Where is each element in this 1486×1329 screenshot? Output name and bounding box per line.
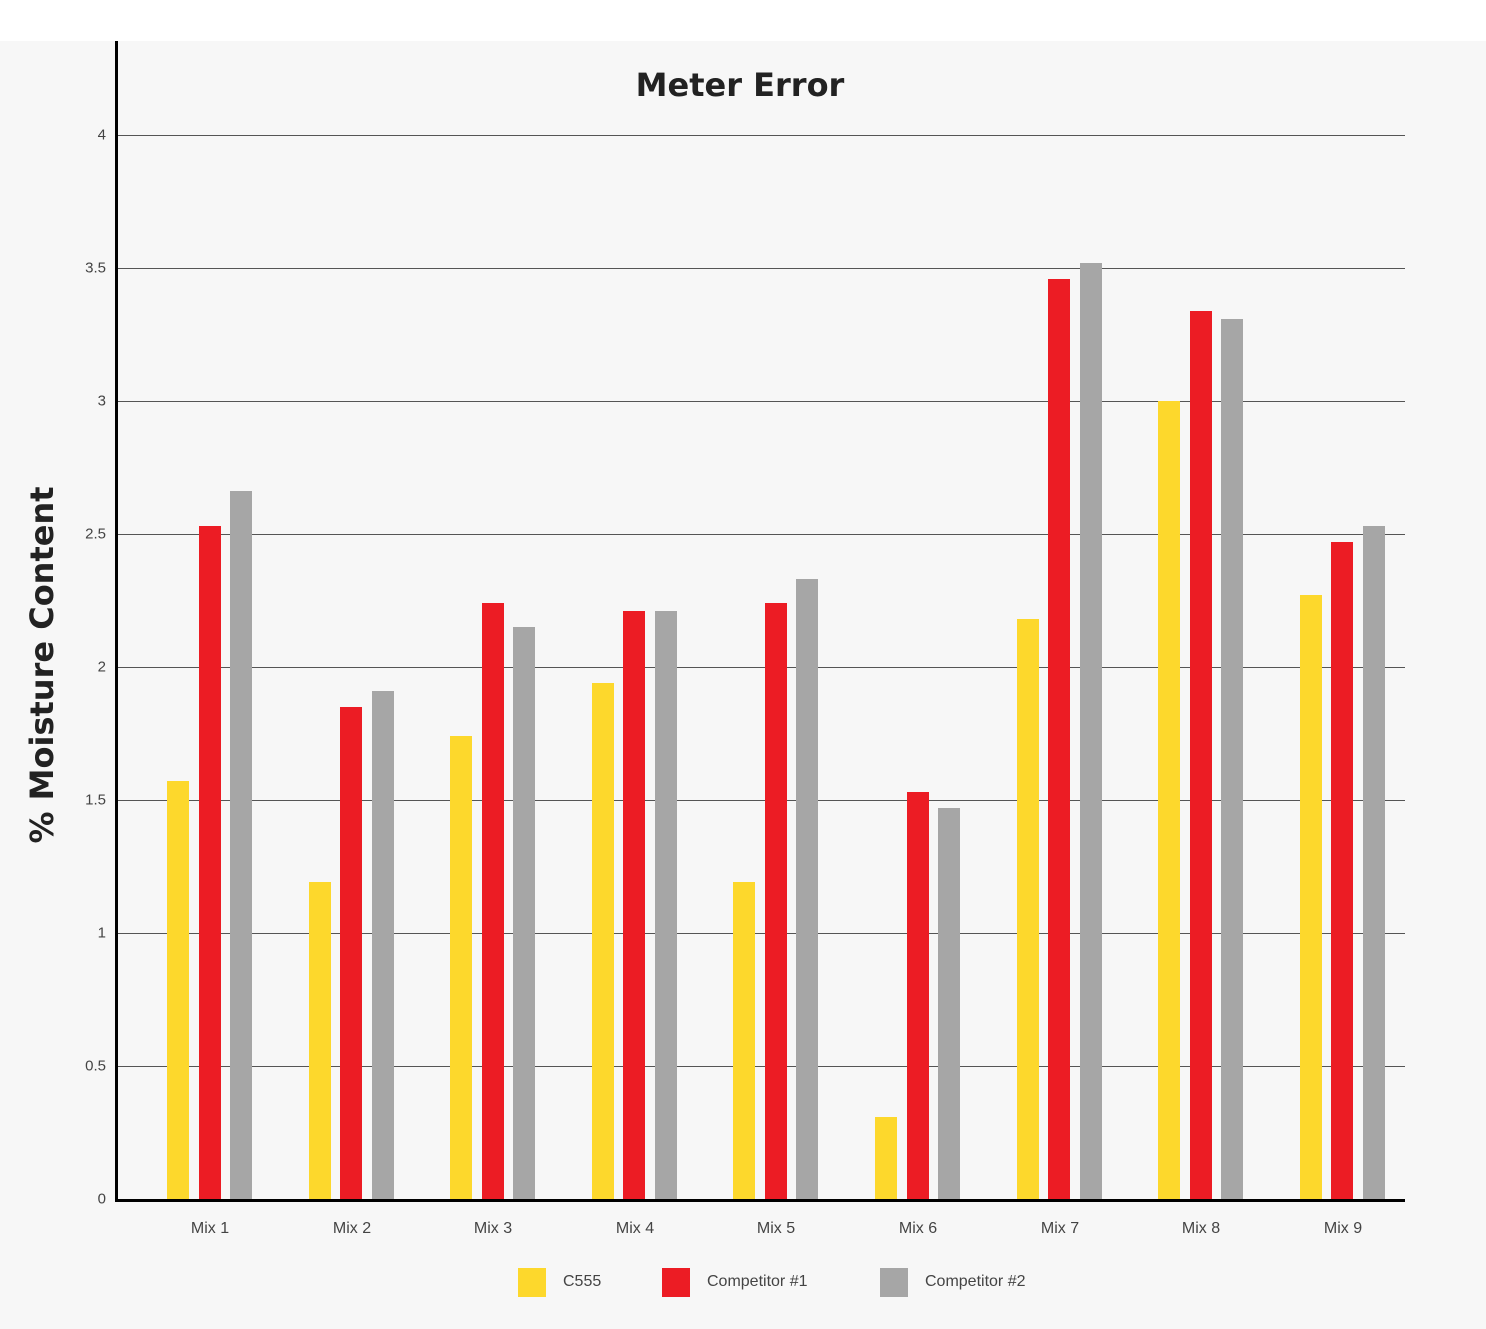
bar-competitor-1-mix-7 <box>1048 279 1070 1199</box>
y-tick-label: 3.5 <box>85 259 106 277</box>
y-tick-label: 2.5 <box>85 525 106 543</box>
bar-competitor-2-mix-6 <box>938 808 960 1199</box>
y-tick-label: 0 <box>97 1190 106 1208</box>
bar-c555-mix-5 <box>733 882 755 1199</box>
gridline <box>118 534 1405 535</box>
y-tick-label: 1 <box>97 924 106 942</box>
bar-competitor-1-mix-9 <box>1331 542 1353 1199</box>
bar-c555-mix-2 <box>309 882 331 1199</box>
gridline <box>118 667 1405 668</box>
bar-competitor-1-mix-8 <box>1190 311 1212 1199</box>
bar-competitor-1-mix-1 <box>199 526 221 1199</box>
x-axis-line <box>115 1199 1405 1202</box>
bar-competitor-2-mix-7 <box>1080 263 1102 1199</box>
legend-label: Competitor #1 <box>707 1273 808 1290</box>
chart-title: Meter Error <box>0 66 1486 104</box>
gridline <box>118 1066 1405 1067</box>
y-axis-line <box>115 41 118 1202</box>
x-tick-label: Mix 9 <box>1323 1220 1363 1237</box>
bar-competitor-2-mix-8 <box>1221 319 1243 1199</box>
x-tick-label: Mix 5 <box>756 1220 796 1237</box>
legend-swatch <box>880 1268 908 1297</box>
bar-competitor-1-mix-5 <box>765 603 787 1199</box>
bar-c555-mix-7 <box>1017 619 1039 1199</box>
bar-competitor-1-mix-2 <box>340 707 362 1199</box>
bar-competitor-1-mix-4 <box>623 611 645 1199</box>
y-tick-label: 2 <box>97 658 106 676</box>
legend-swatch <box>518 1268 546 1297</box>
legend-label: Competitor #2 <box>925 1273 1026 1290</box>
bar-c555-mix-3 <box>450 736 472 1199</box>
y-tick-label: 4 <box>97 126 106 144</box>
gridline <box>118 135 1405 136</box>
bar-c555-mix-8 <box>1158 401 1180 1199</box>
bar-competitor-1-mix-3 <box>482 603 504 1199</box>
chart-title-text: Meter Error <box>635 66 845 104</box>
bar-competitor-2-mix-1 <box>230 491 252 1199</box>
bar-competitor-1-mix-6 <box>907 792 929 1199</box>
gridline <box>118 933 1405 934</box>
y-tick-label: 3 <box>97 392 106 410</box>
bar-competitor-2-mix-9 <box>1363 526 1385 1199</box>
x-tick-label: Mix 4 <box>615 1220 655 1237</box>
x-tick-label: Mix 3 <box>473 1220 513 1237</box>
x-tick-label: Mix 2 <box>332 1220 372 1237</box>
x-tick-label: Mix 8 <box>1181 1220 1221 1237</box>
bar-c555-mix-6 <box>875 1117 897 1199</box>
bar-competitor-2-mix-2 <box>372 691 394 1199</box>
bar-c555-mix-4 <box>592 683 614 1199</box>
legend-label: C555 <box>563 1273 602 1290</box>
gridline <box>118 268 1405 269</box>
bar-competitor-2-mix-4 <box>655 611 677 1199</box>
gridline <box>118 401 1405 402</box>
y-tick-label: 0.5 <box>85 1057 106 1075</box>
x-tick-label: Mix 7 <box>1040 1220 1080 1237</box>
y-tick-label: 1.5 <box>85 791 106 809</box>
gridline <box>118 800 1405 801</box>
bar-c555-mix-1 <box>167 781 189 1199</box>
x-tick-label: Mix 6 <box>898 1220 938 1237</box>
legend-swatch <box>662 1268 690 1297</box>
bar-c555-mix-9 <box>1300 595 1322 1199</box>
x-tick-label: Mix 1 <box>190 1220 230 1237</box>
bar-competitor-2-mix-5 <box>796 579 818 1199</box>
bar-competitor-2-mix-3 <box>513 627 535 1199</box>
